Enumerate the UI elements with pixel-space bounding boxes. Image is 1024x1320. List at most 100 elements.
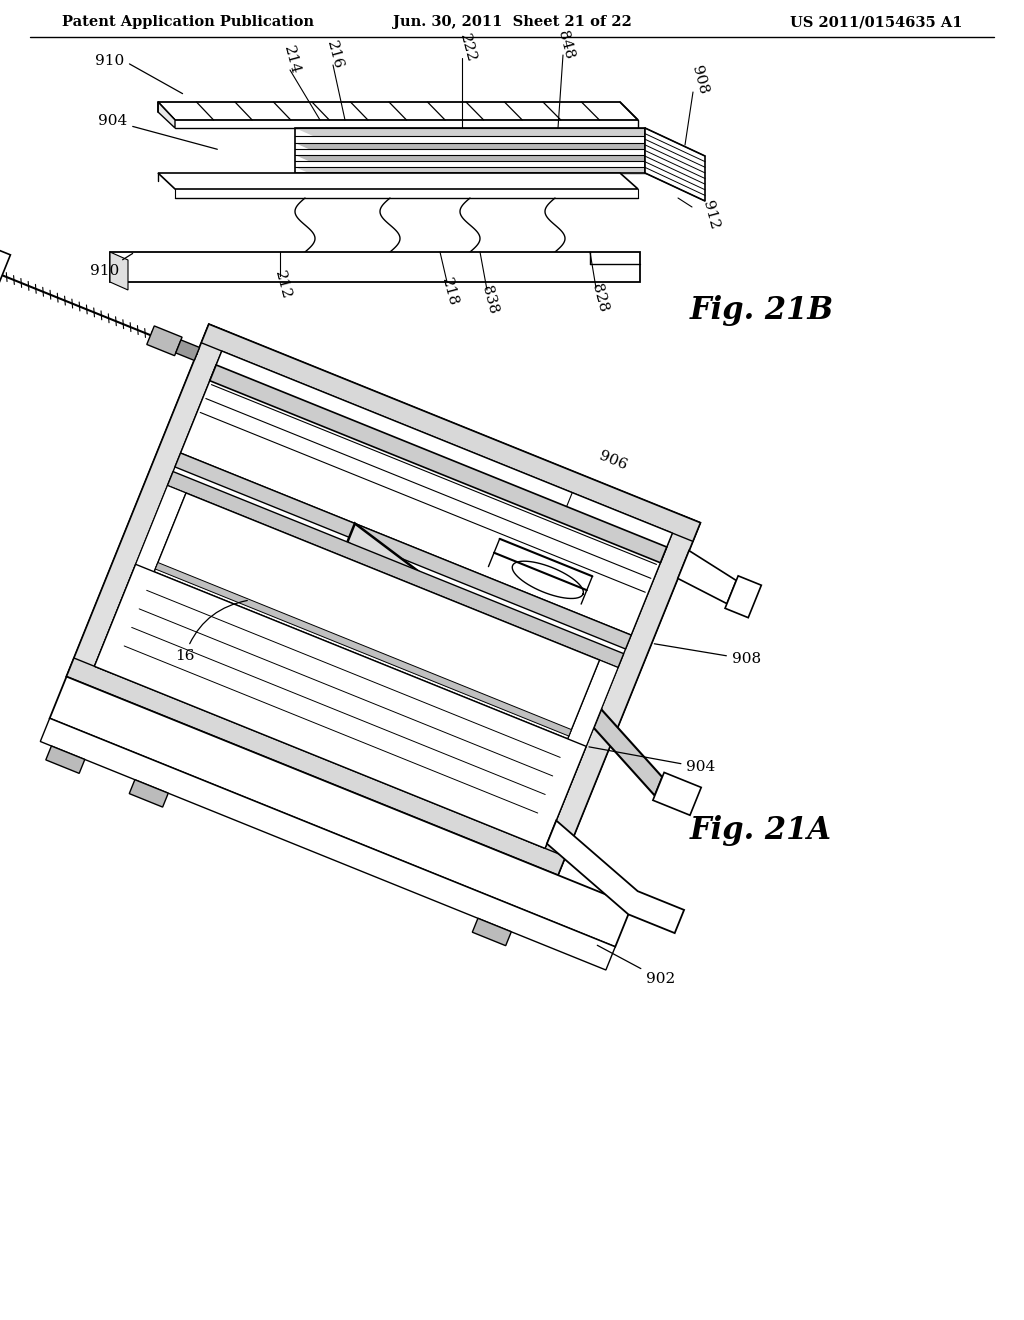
Polygon shape	[158, 173, 638, 189]
Circle shape	[251, 586, 260, 597]
Polygon shape	[110, 252, 640, 282]
Text: Fig. 21A: Fig. 21A	[690, 814, 831, 846]
Polygon shape	[40, 718, 615, 970]
Text: Patent Application Publication: Patent Application Publication	[62, 15, 314, 29]
Polygon shape	[295, 168, 663, 176]
Circle shape	[401, 647, 411, 657]
Circle shape	[338, 587, 348, 597]
Circle shape	[332, 602, 342, 611]
Polygon shape	[295, 149, 663, 157]
Polygon shape	[653, 772, 701, 816]
Polygon shape	[158, 102, 175, 128]
Circle shape	[495, 632, 505, 643]
Circle shape	[294, 586, 304, 597]
Circle shape	[326, 616, 336, 627]
Text: 838: 838	[479, 284, 501, 315]
Circle shape	[526, 663, 536, 673]
Text: 16: 16	[175, 601, 247, 663]
Text: 902: 902	[597, 945, 676, 986]
Circle shape	[552, 708, 561, 718]
Polygon shape	[180, 351, 673, 635]
Polygon shape	[176, 341, 200, 360]
Circle shape	[219, 556, 228, 566]
Polygon shape	[155, 492, 599, 739]
Polygon shape	[168, 471, 624, 668]
Circle shape	[532, 648, 542, 659]
Polygon shape	[94, 486, 186, 673]
Circle shape	[438, 663, 449, 672]
Circle shape	[419, 602, 429, 612]
Circle shape	[344, 572, 353, 582]
Text: 222: 222	[458, 32, 478, 63]
Circle shape	[225, 541, 234, 552]
Circle shape	[187, 527, 198, 536]
Text: US 2011/0154635 A1: US 2011/0154635 A1	[790, 15, 962, 29]
Circle shape	[563, 678, 573, 688]
Circle shape	[381, 587, 391, 597]
Text: 848: 848	[555, 29, 577, 61]
Circle shape	[262, 557, 272, 566]
Circle shape	[230, 527, 241, 536]
Polygon shape	[49, 677, 632, 946]
Text: 908: 908	[654, 644, 761, 667]
Text: 906: 906	[597, 449, 629, 473]
Polygon shape	[175, 453, 631, 649]
Circle shape	[413, 618, 423, 627]
Circle shape	[300, 572, 310, 582]
Polygon shape	[295, 143, 663, 150]
Circle shape	[457, 618, 467, 628]
Circle shape	[451, 632, 461, 643]
Polygon shape	[67, 659, 565, 875]
Polygon shape	[526, 660, 618, 849]
Polygon shape	[538, 515, 700, 875]
Polygon shape	[547, 821, 684, 933]
Polygon shape	[67, 325, 700, 875]
Polygon shape	[645, 128, 705, 201]
Polygon shape	[129, 780, 168, 807]
Text: 910: 910	[95, 54, 182, 94]
Polygon shape	[46, 746, 85, 774]
Polygon shape	[146, 326, 182, 355]
Circle shape	[194, 511, 203, 521]
Text: 908: 908	[689, 65, 711, 96]
Polygon shape	[202, 325, 700, 541]
Circle shape	[288, 602, 298, 611]
Text: 904: 904	[589, 747, 716, 775]
Circle shape	[520, 677, 530, 688]
Text: 216: 216	[325, 40, 345, 71]
Polygon shape	[347, 524, 601, 727]
Polygon shape	[0, 238, 10, 297]
Circle shape	[514, 693, 524, 702]
Polygon shape	[295, 154, 663, 162]
Circle shape	[476, 677, 486, 688]
Circle shape	[444, 647, 455, 657]
Polygon shape	[472, 919, 511, 945]
Polygon shape	[725, 576, 761, 618]
Circle shape	[488, 648, 499, 657]
Polygon shape	[110, 252, 128, 290]
Polygon shape	[594, 709, 663, 796]
Polygon shape	[158, 102, 638, 120]
Polygon shape	[295, 136, 663, 144]
Circle shape	[558, 693, 567, 704]
Polygon shape	[678, 550, 736, 603]
Circle shape	[364, 632, 374, 642]
Text: 212: 212	[272, 269, 294, 301]
Circle shape	[175, 556, 185, 566]
Circle shape	[408, 632, 417, 642]
Text: 910: 910	[90, 253, 133, 279]
Text: Jun. 30, 2011  Sheet 21 of 22: Jun. 30, 2011 Sheet 21 of 22	[392, 15, 632, 29]
Circle shape	[256, 572, 266, 581]
Polygon shape	[210, 364, 667, 562]
Text: 214: 214	[282, 44, 302, 77]
Text: 904: 904	[98, 114, 217, 149]
Polygon shape	[156, 562, 571, 737]
Circle shape	[482, 663, 493, 673]
Circle shape	[181, 541, 191, 550]
Circle shape	[370, 616, 380, 627]
Polygon shape	[94, 564, 586, 849]
Text: 218: 218	[439, 276, 461, 308]
Text: 912: 912	[700, 199, 721, 231]
Text: Fig. 21B: Fig. 21B	[690, 294, 835, 326]
Polygon shape	[295, 161, 663, 169]
